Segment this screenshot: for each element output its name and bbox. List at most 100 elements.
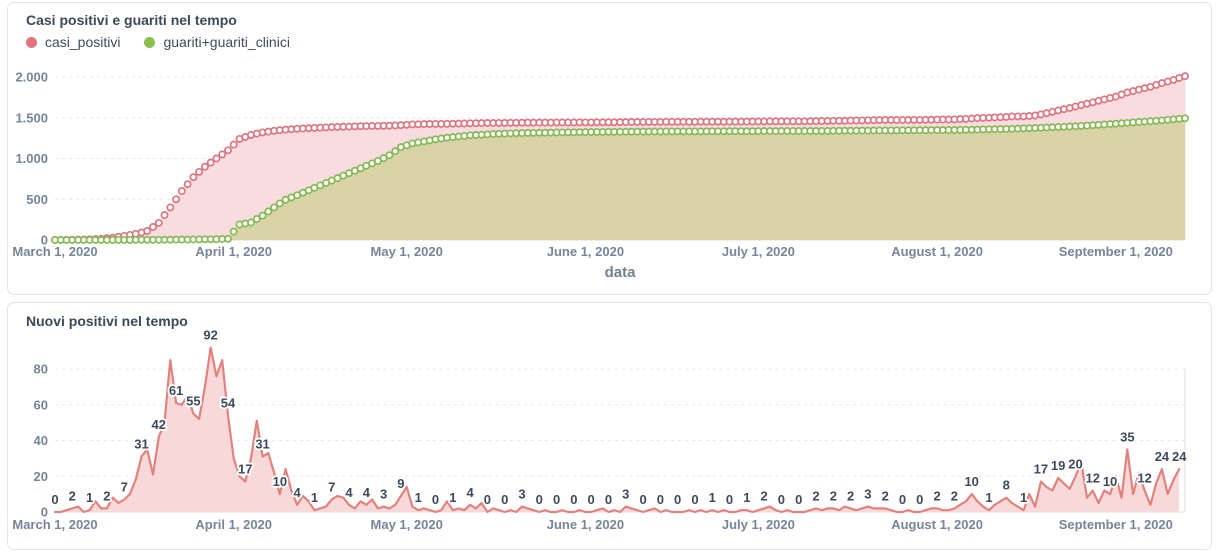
x-axis-tick: June 1, 2020: [547, 244, 624, 259]
data-label: 3: [518, 487, 525, 502]
casi_positivi-marker: [166, 203, 175, 212]
data-label: 10: [1103, 474, 1117, 489]
data-label: 42: [152, 417, 166, 432]
data-label: 0: [639, 492, 646, 507]
data-label: 2: [761, 488, 768, 503]
x-axis-tick: August 1, 2020: [891, 244, 983, 259]
data-label: 1: [311, 490, 318, 505]
data-label: 3: [864, 487, 871, 502]
positivi-guariti-plot[interactable]: 0 500 1.000 1.500 2.000 March 1, 2020 April 1,…: [8, 59, 1211, 289]
casi_positivi-marker: [206, 158, 215, 167]
casi_positivi-marker: [160, 211, 169, 220]
data-label: 24: [1155, 449, 1170, 464]
data-label: 2: [812, 488, 819, 503]
data-label: 0: [51, 492, 58, 507]
data-label: 10: [964, 474, 978, 489]
data-label: 0: [795, 492, 802, 507]
data-label: 3: [380, 487, 387, 502]
data-label: 31: [255, 437, 269, 452]
guariti+guariti_clinici-marker: [385, 151, 394, 160]
positivi-guariti-card: Casi positivi e guariti nel tempo casi_p…: [7, 2, 1212, 295]
casi_positivi-marker: [200, 162, 209, 171]
data-label: 0: [588, 492, 595, 507]
y-axis-tick: 60: [34, 397, 48, 412]
casi_positivi-marker: [149, 223, 157, 231]
guariti+guariti_clinici-marker: [1181, 114, 1189, 123]
data-label: 0: [691, 492, 698, 507]
data-label: 10: [273, 474, 287, 489]
y-axis-tick: 40: [34, 433, 48, 448]
x-axis-title: data: [604, 264, 636, 281]
casi_positivi-marker: [183, 180, 192, 189]
data-label: 31: [134, 437, 148, 452]
guariti+guariti_clinici-area: [55, 118, 1185, 240]
x-axis-tick: June 1, 2020: [547, 517, 624, 532]
casi-positivi-dot-icon: [26, 36, 37, 48]
data-label: 54: [221, 395, 236, 410]
guariti+guariti_clinici-marker: [275, 199, 284, 208]
x-axis-tick: May 1, 2020: [371, 517, 443, 532]
data-label: 24: [1172, 449, 1187, 464]
y-axis-tick: 1.000: [15, 151, 48, 166]
data-label: 12: [1086, 471, 1100, 486]
nuovi-positivi-card: Nuovi positivi nel tempo 0 20 40 60 80 March …: [7, 302, 1212, 550]
data-label: 9: [397, 476, 404, 491]
data-label: 4: [466, 485, 474, 500]
x-axis-tick: September 1, 2020: [1059, 244, 1173, 259]
casi_positivi-marker: [1181, 72, 1189, 81]
data-label: 2: [103, 488, 110, 503]
guariti+guariti_clinici-marker: [379, 154, 388, 163]
data-label: 17: [1034, 462, 1048, 477]
legend-item-casi-positivi[interactable]: casi_positivi: [26, 34, 120, 50]
data-label: 1: [709, 490, 716, 505]
guariti-dot-icon: [144, 36, 156, 48]
data-label: 1: [449, 490, 456, 505]
data-label: 0: [657, 492, 664, 507]
x-axis-tick: April 1, 2020: [195, 244, 272, 259]
data-label: 0: [536, 492, 543, 507]
data-label: 55: [186, 394, 200, 409]
data-label: 2: [847, 488, 854, 503]
data-label: 0: [432, 492, 439, 507]
data-label: 35: [1120, 429, 1134, 444]
x-axis-tick: May 1, 2020: [371, 244, 443, 259]
y-axis-tick: 2.000: [15, 70, 48, 85]
data-label: 7: [328, 479, 335, 494]
data-label: 0: [916, 492, 923, 507]
legend-item-guariti[interactable]: guariti+guariti_clinici: [144, 34, 290, 50]
data-label: 0: [605, 492, 612, 507]
legend-label: casi_positivi: [45, 34, 121, 50]
casi_positivi-marker: [195, 167, 204, 176]
guariti+guariti_clinici-marker: [229, 227, 238, 236]
casi_positivi-marker: [189, 173, 198, 182]
data-label: 1: [743, 490, 750, 505]
data-label: 0: [553, 492, 560, 507]
data-label: 1: [86, 490, 93, 505]
y-axis-tick: 500: [26, 192, 48, 207]
data-label: 0: [570, 492, 577, 507]
guariti+guariti_clinici-marker: [258, 211, 267, 220]
casi_positivi-marker: [224, 146, 232, 155]
data-label: 20: [1068, 456, 1082, 471]
data-label: 2: [933, 488, 940, 503]
data-label: 61: [169, 383, 183, 398]
data-label: 8: [1003, 478, 1010, 493]
data-label: 7: [121, 479, 128, 494]
x-axis-tick: September 1, 2020: [1059, 517, 1173, 532]
data-label: 4: [294, 485, 302, 500]
data-label: 0: [501, 492, 508, 507]
data-label: 92: [203, 328, 217, 343]
data-label: 0: [899, 492, 906, 507]
casi_positivi-marker: [154, 218, 163, 227]
x-axis-tick: March 1, 2020: [12, 244, 97, 259]
x-axis-tick: July 1, 2020: [722, 244, 795, 259]
casi_positivi-marker: [177, 187, 186, 196]
y-axis-tick: 80: [34, 362, 48, 377]
guariti+guariti_clinici-marker: [247, 218, 255, 227]
data-label: 2: [69, 488, 76, 503]
data-label: 0: [674, 492, 681, 507]
x-axis-tick: April 1, 2020: [195, 517, 272, 532]
guariti+guariti_clinici-marker: [264, 207, 273, 216]
